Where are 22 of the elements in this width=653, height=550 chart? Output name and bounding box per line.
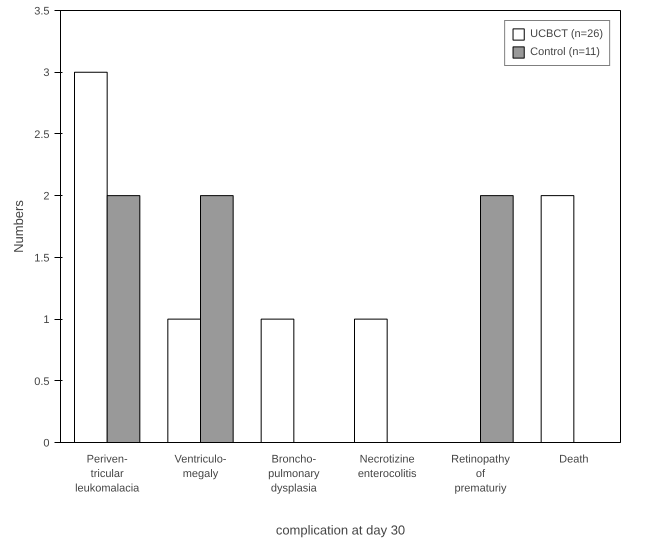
y-axis-title: Numbers — [11, 200, 26, 253]
x-tick-label: Broncho- pulmonary dysplasia — [268, 454, 320, 494]
x-axis-title: complication at day 30 — [276, 522, 406, 538]
x-tick-label: Necrotizine enterocolitis — [358, 454, 418, 480]
y-tick-label: 3.5 — [34, 6, 50, 18]
bar — [540, 195, 574, 442]
y-tick-label: 2.5 — [34, 128, 50, 141]
y-tick-label: 0 — [43, 438, 50, 450]
bar — [260, 318, 294, 442]
x-tick-label: Death — [559, 454, 589, 466]
bar — [354, 318, 388, 442]
x-tick-label: Periven- tricular leukomalacia — [75, 454, 140, 494]
y-tick-label: 1 — [43, 314, 50, 326]
x-tick-label: Ventriculo- megaly — [174, 454, 227, 480]
legend-label: Control (n=11) — [530, 46, 600, 58]
bar — [480, 195, 514, 442]
y-tick-label: 0.5 — [34, 376, 50, 388]
legend-label: UCBCT (n=26) — [530, 28, 603, 40]
y-tick-label: 2 — [43, 190, 50, 203]
y-tick-label: 3 — [43, 67, 50, 80]
x-tick-label: Retinopathy of prematuriy — [451, 454, 510, 494]
y-tick-label: 1.5 — [34, 252, 50, 264]
